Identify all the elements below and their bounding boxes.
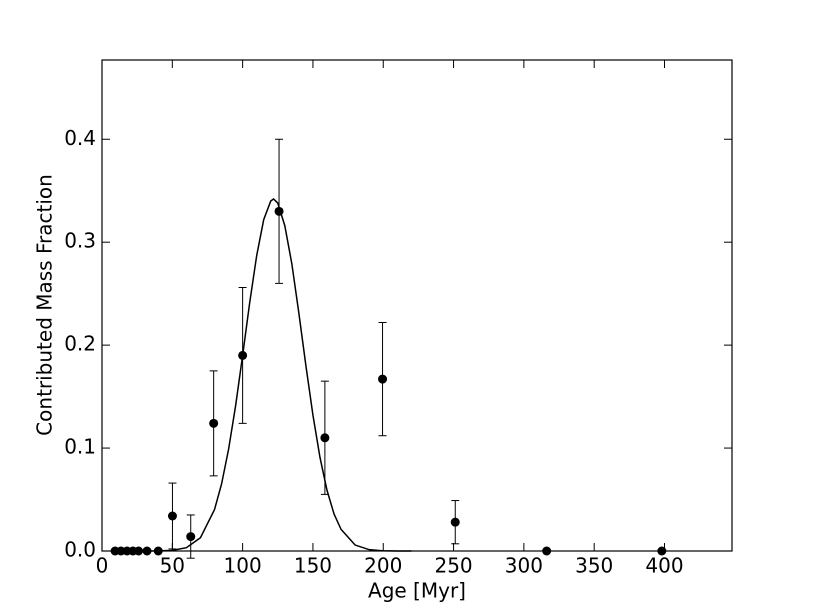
data-point: [142, 546, 152, 556]
x-axis-label: Age [Myr]: [368, 579, 466, 603]
y-tick-label: 0.2: [64, 332, 96, 356]
data-point: [450, 517, 460, 527]
data-point: [238, 350, 248, 360]
x-tick-label: 0: [96, 554, 109, 578]
x-tick-label: 350: [575, 554, 613, 578]
x-tick-label: 400: [645, 554, 683, 578]
data-point: [153, 546, 163, 556]
data-point: [542, 546, 552, 556]
x-tick-label: 300: [505, 554, 543, 578]
data-point: [209, 418, 219, 428]
data-point: [274, 206, 284, 216]
x-tick-label: 250: [434, 554, 472, 578]
x-tick-label: 50: [160, 554, 185, 578]
data-point: [657, 546, 667, 556]
y-tick-label: 0.0: [64, 538, 96, 562]
y-tick-label: 0.4: [64, 126, 96, 150]
data-point: [167, 511, 177, 521]
y-tick-label: 0.1: [64, 435, 96, 459]
data-point: [320, 433, 330, 443]
x-tick-label: 200: [364, 554, 402, 578]
data-point: [134, 546, 144, 556]
plot-frame: [101, 59, 733, 552]
x-tick-label: 150: [294, 554, 332, 578]
x-tick-label: 100: [224, 554, 262, 578]
data-point: [378, 374, 388, 384]
y-axis-label: Contributed Mass Fraction: [33, 174, 57, 436]
y-tick-label: 0.3: [64, 229, 96, 253]
data-point: [186, 532, 196, 542]
fit-curve: [144, 197, 412, 552]
